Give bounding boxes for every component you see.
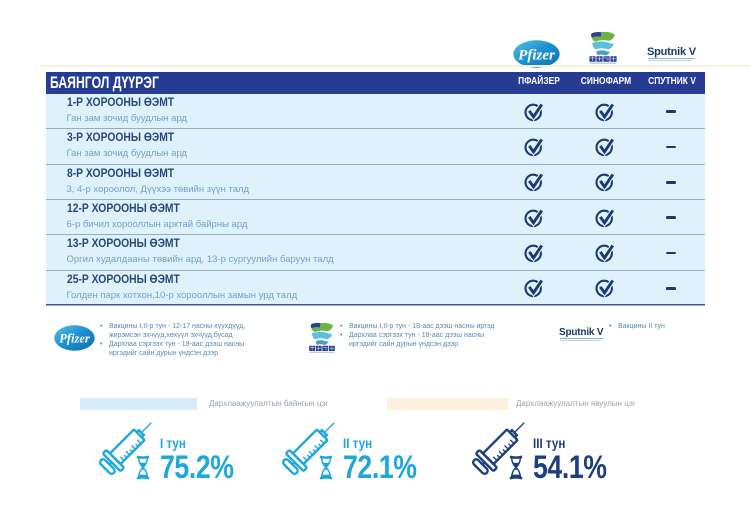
svg-text:Pfizer: Pfizer bbox=[59, 332, 90, 346]
svg-text:Pfizer: Pfizer bbox=[518, 48, 555, 64]
